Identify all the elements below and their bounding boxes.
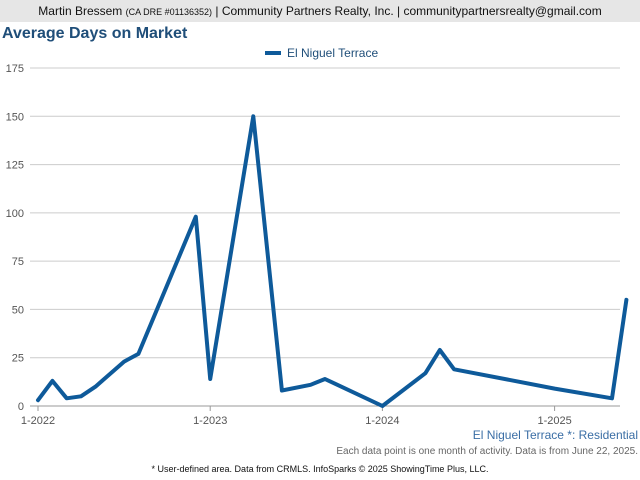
header-bar: Martin Bressem (CA DRE #01136352) | Comm…: [0, 0, 640, 22]
y-tick-label: 75: [12, 256, 24, 268]
data-note: Each data point is one month of activity…: [336, 446, 638, 457]
area-note: El Niguel Terrace *: Residential: [472, 428, 638, 442]
y-tick-label: 150: [6, 111, 24, 123]
footer-credit: * User-defined area. Data from CRMLS. In…: [151, 464, 489, 474]
y-tick-label: 125: [6, 160, 24, 172]
x-tick-label: 1-2025: [537, 415, 571, 427]
grid-layer: [30, 67, 620, 407]
agent-name: Martin Bressem: [38, 4, 123, 18]
series-line: [36, 114, 629, 408]
axis-layer: 0 25 50 75 100 125 150 175 1-2022 1-2023 1-2024 1-2…: [6, 63, 620, 427]
chart-legend: El Niguel Terrace: [265, 46, 378, 60]
x-tick-label: 1-2022: [21, 415, 55, 427]
y-tick-label: 100: [6, 208, 24, 220]
company-name: | Community Partners Realty, Inc. |: [215, 4, 401, 18]
y-tick-label: 25: [12, 353, 24, 365]
legend-swatch: [265, 51, 281, 55]
agent-license: (CA DRE #01136352): [125, 7, 213, 17]
agent-email: communitypartnersrealty@gmail.com: [403, 4, 602, 18]
chart-title: Average Days on Market: [2, 25, 188, 42]
y-tick-label: 50: [12, 304, 24, 316]
y-tick-label: 175: [6, 63, 24, 75]
x-tick-label: 1-2024: [365, 415, 399, 427]
y-tick-label: 0: [18, 401, 24, 413]
x-tick-label: 1-2023: [193, 415, 227, 427]
series-layer: [36, 114, 629, 408]
legend-label: El Niguel Terrace: [287, 46, 379, 60]
